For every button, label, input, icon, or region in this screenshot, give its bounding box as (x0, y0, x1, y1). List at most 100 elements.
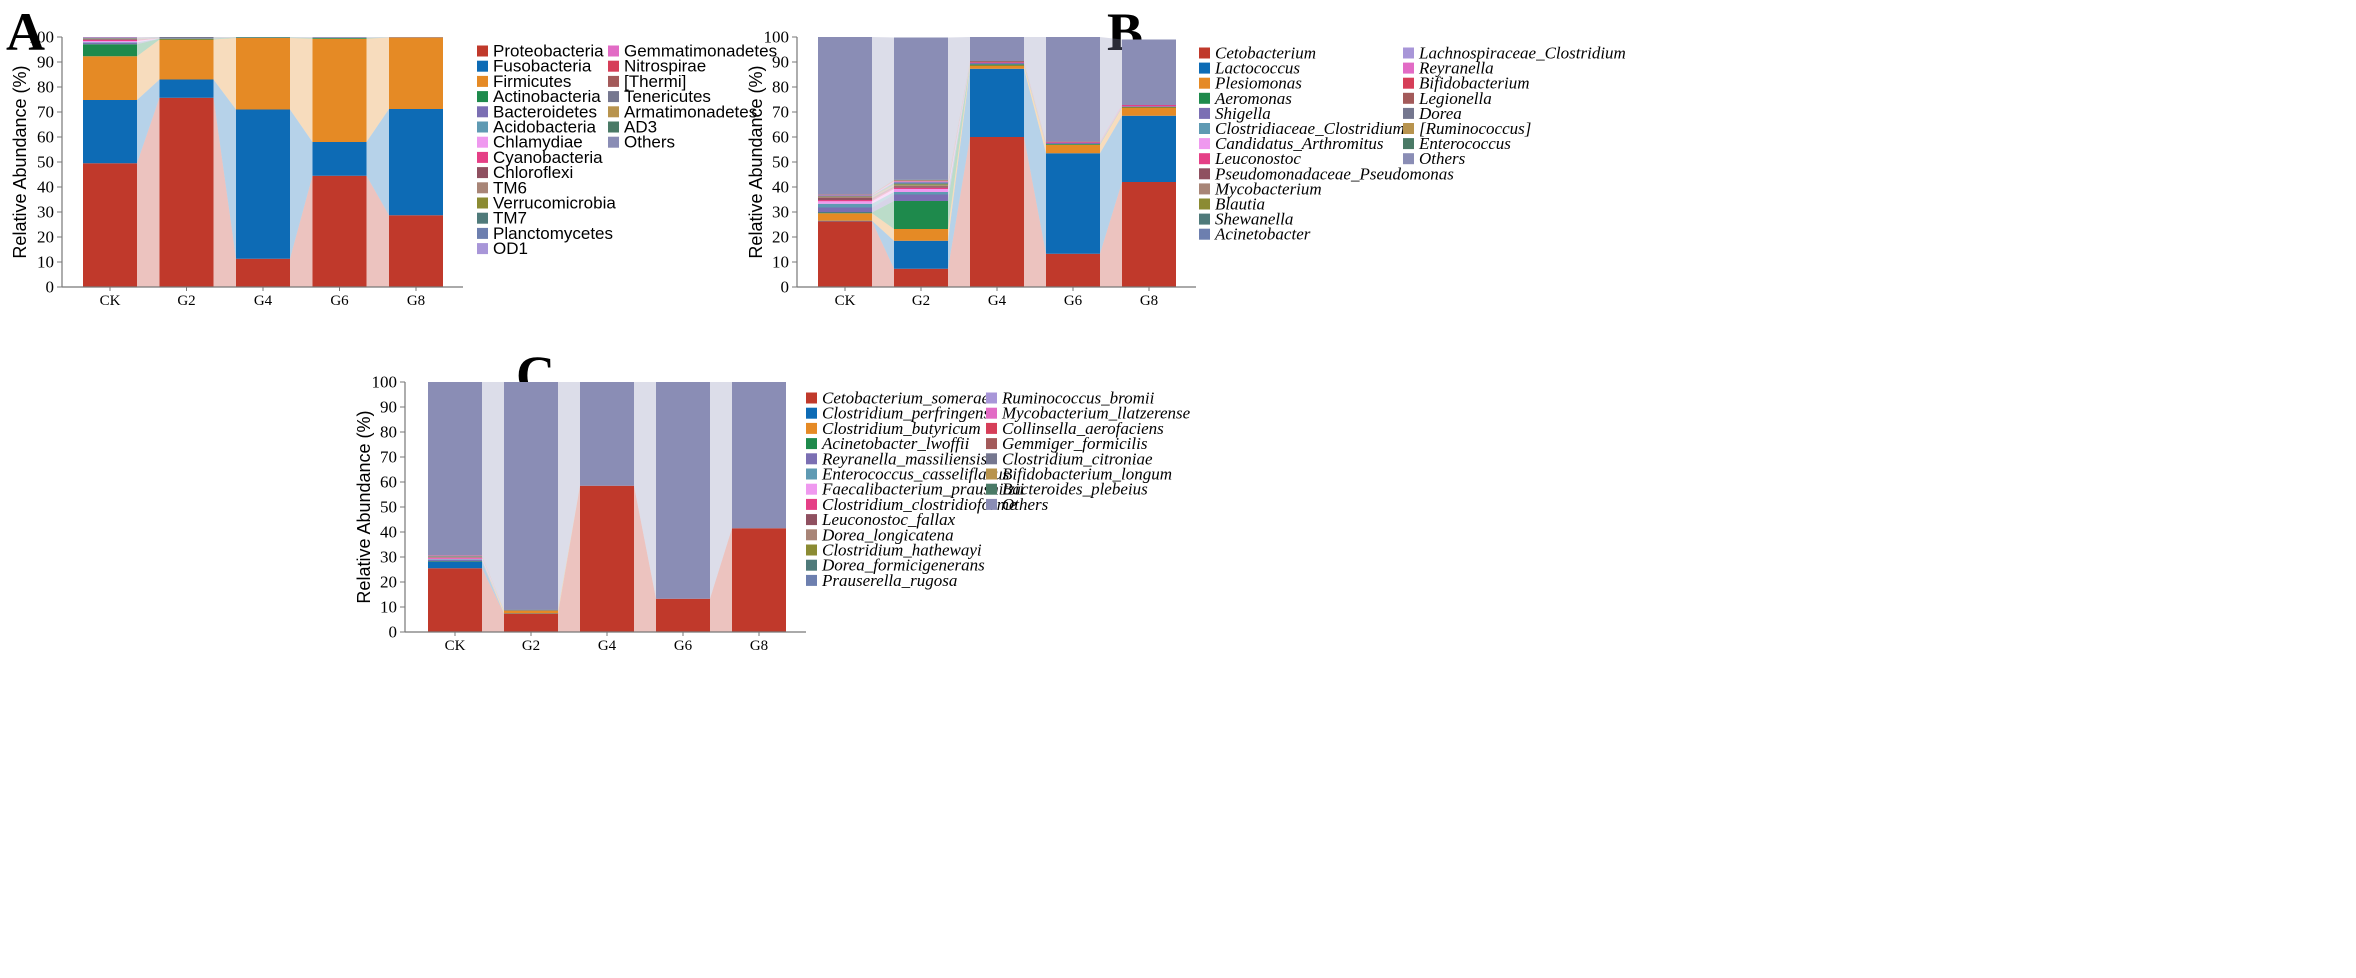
bar-faecalibacterium-prausnitzii-ck (428, 558, 482, 560)
bar-acidobacteria-ck (83, 42, 137, 43)
legend-label: Mycobacterium_llatzerense (1001, 404, 1191, 423)
y-tick-label: 30 (37, 203, 54, 222)
y-axis-title: Relative Abundance (%) (746, 65, 766, 258)
legend-swatch (1199, 47, 1210, 59)
legend-label: Plesiomonas (1214, 74, 1302, 93)
flow-dorea-1 (872, 180, 894, 195)
legend-label: AD3 (624, 118, 657, 137)
legend-label: Bifidobacterium (1419, 74, 1529, 93)
flow-cetobacterium-somerae-4 (710, 528, 732, 632)
flow-tm6-1 (137, 38, 160, 40)
legend-swatch (477, 75, 488, 87)
y-tick-label: 80 (772, 78, 789, 97)
flow-others-1 (137, 37, 160, 38)
bar-firmicutes-g4 (236, 38, 290, 110)
flow-mycobacterium-2 (948, 61, 970, 187)
x-category-label-ck: CK (100, 293, 121, 309)
legend-swatch (608, 136, 619, 148)
flow-leuconostoc-4 (1100, 105, 1122, 143)
legend-label: Planctomycetes (493, 224, 613, 243)
legend-swatch (806, 529, 817, 541)
legend-label: Prauserella_rugosa (821, 571, 957, 590)
bar-plesiomonas-g2 (894, 229, 948, 241)
flow-aeromonas-3 (1024, 64, 1046, 145)
legend-item-chloroflexi: Chloroflexi (477, 163, 573, 182)
flow-aeromonas-4 (1100, 107, 1122, 145)
y-tick-label: 60 (37, 128, 54, 147)
bar-chloroflexi-ck (83, 39, 137, 40)
flow-reyranella-1 (872, 181, 894, 196)
flow-others-1 (872, 37, 894, 195)
flow-blautia-2 (948, 61, 970, 186)
legend-item-cetobacterium-somerae: Cetobacterium_somerae (806, 389, 990, 408)
flow-enterococcus-casseliflavus-2 (558, 485, 580, 610)
flow-bifidobacterium-1 (872, 180, 894, 195)
legend-item-tm7: TM7 (477, 209, 527, 228)
bar-cetobacterium-g2 (894, 268, 948, 287)
flow-proteobacteria-2 (213, 97, 236, 287)
flow-od1-1 (137, 37, 160, 39)
legend-item-clostridium-citroniae: Clostridium_citroniae (986, 449, 1153, 468)
y-tick-label: 50 (772, 153, 789, 172)
bar-plesiomonas-g6 (1046, 144, 1100, 154)
bar-clostridiaceae-clostridium-ck (818, 203, 872, 208)
legend-label: Dorea_formicigenerans (821, 556, 985, 575)
bar-bacteroidetes-ck (83, 43, 137, 45)
bar-pseudomonadaceae-pseudomonas-ck (818, 198, 872, 200)
flow-others-4 (1100, 37, 1122, 142)
legend-swatch (1199, 153, 1210, 165)
legend-label: Ruminococcus_bromii (1001, 389, 1155, 408)
flow-aeromonas-1 (872, 201, 894, 229)
x-category-label-g6: G6 (330, 293, 349, 309)
bar-others-g8 (1122, 39, 1176, 105)
flow-shigella-2 (948, 63, 970, 201)
legend-label: Leuconostoc (1214, 149, 1301, 168)
legend-label: Enterococcus (1418, 134, 1511, 153)
bar-dorea-longicatena-ck (428, 556, 482, 558)
bar-cetobacterium-g4 (970, 137, 1024, 287)
bar-actinobacteria-g6 (312, 38, 367, 39)
flow-fusobacteria-1 (137, 79, 160, 164)
flow-leuconostoc-2 (948, 62, 970, 189)
legend-swatch (806, 559, 817, 571)
bar-cetobacterium-somerae-ck (428, 568, 482, 632)
legend: CetobacteriumLactococcusPlesiomonasAerom… (1199, 44, 1626, 244)
bars (83, 37, 443, 287)
legend-swatch (1199, 123, 1210, 134)
x-category-label-ck: CK (445, 638, 466, 654)
legend-item-legionella: Legionella (1403, 89, 1492, 108)
flow-others-2 (558, 382, 580, 610)
panel-a: A 0 10 20 30 40 50 60 70 80 90 100 CK G2 G4 G6 G8 Relati… (6, 2, 777, 309)
flow-others-1 (482, 382, 504, 610)
flow-firmicutes-4 (366, 37, 389, 142)
bar-cyanobacteria-ck (83, 40, 137, 41)
y-tick-label: 100 (29, 28, 55, 47)
legend-item-planctomycetes: Planctomycetes (477, 224, 613, 243)
legend-swatch (1199, 107, 1210, 119)
bar-reyranella-massiliensis-ck (428, 560, 482, 561)
bar-fusobacteria-g8 (389, 109, 443, 216)
flow-candidatus-arthromitus-2 (948, 63, 970, 192)
y-tick-label: 70 (380, 448, 397, 467)
legend-item-pseudomonadaceae-pseudomonas: Pseudomonadaceae_Pseudomonas (1199, 164, 1454, 183)
y-tick-label: 70 (37, 103, 54, 122)
bar-lactococcus-ck (818, 220, 872, 222)
flow-bands (137, 37, 389, 287)
bar-acinetobacter-g2 (894, 182, 948, 184)
flow-shigella-3 (1024, 63, 1046, 144)
legend-item-mycobacterium: Mycobacterium (1199, 179, 1322, 198)
flow-enterococcus-1 (872, 179, 894, 195)
bar-others-ck (428, 382, 482, 555)
legend-item-bacteroides-plebeius: Bacteroides_plebeius (986, 480, 1148, 499)
flow-shewanella-2 (948, 61, 970, 185)
bar-leuconostoc-fallax-ck (428, 557, 482, 558)
flow-blautia-1 (872, 184, 894, 197)
y-tick-label: 20 (37, 228, 54, 247)
y-tick-label: 50 (380, 498, 397, 517)
flow-actinobacteria-3 (290, 37, 313, 39)
legend-label: Clostridium_citroniae (1002, 449, 1153, 468)
legend-swatch (806, 407, 817, 419)
legend-label: Gemmatimonadetes (624, 42, 777, 61)
legend-label: Clostridium_butyricum (822, 419, 981, 438)
x-category-label-g4: G4 (988, 293, 1007, 309)
